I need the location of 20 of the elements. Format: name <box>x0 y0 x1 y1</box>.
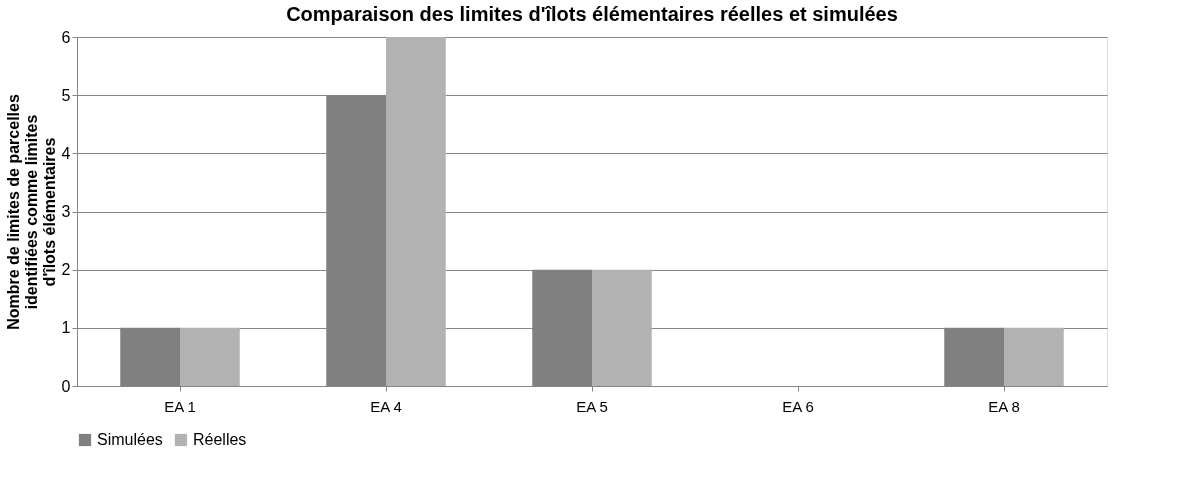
x-tick-label: EA 6 <box>782 397 814 415</box>
x-tick-label: EA 1 <box>164 397 196 415</box>
bar <box>592 269 652 386</box>
legend-label: Réelles <box>193 431 247 448</box>
y-tick-label: 3 <box>61 203 71 220</box>
y-tick-label: 6 <box>61 28 71 46</box>
chart-title: Comparaison des limites d'îlots élémentaires réelles et simulées <box>286 3 898 25</box>
y-tick-label: 5 <box>61 86 71 104</box>
x-tick-label: EA 5 <box>576 397 608 415</box>
x-tick-label: EA 4 <box>370 397 402 415</box>
y-tick-label: 1 <box>61 319 71 337</box>
x-tick-label: EA 8 <box>988 397 1020 415</box>
y-tick-label: 4 <box>61 144 71 162</box>
bar <box>386 37 446 386</box>
bar <box>1004 327 1064 386</box>
legend-label: Simulées <box>97 431 163 448</box>
y-axis-title: Nombre de limites de parcelles identifiées comme limites d'îlots élémentaires <box>4 94 58 330</box>
y-tick-label: 0 <box>61 377 71 395</box>
y-tick-label: 2 <box>61 261 71 279</box>
bar <box>180 327 240 386</box>
